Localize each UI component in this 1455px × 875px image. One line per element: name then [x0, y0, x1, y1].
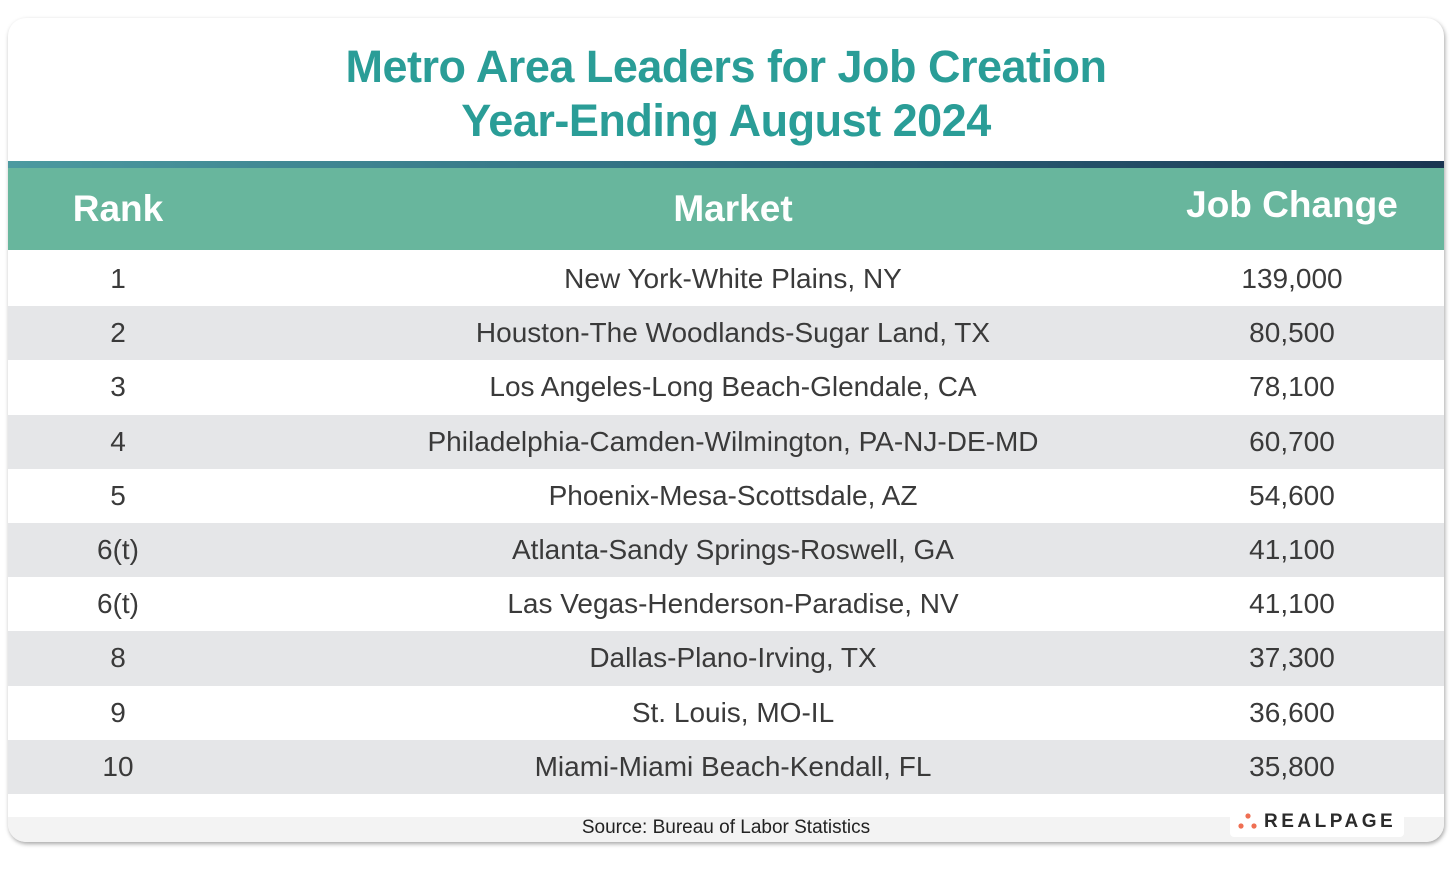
- market-cell: Philadelphia-Camden-Wilmington, PA-NJ-DE…: [427, 425, 1039, 457]
- job-change-cell: 41,100: [1249, 534, 1335, 566]
- table-row: 6(t) Atlanta-Sandy Springs-Roswell, GA 41,…: [8, 522, 1444, 578]
- source-note: Source: Bureau of Labor Statistics: [581, 817, 871, 838]
- logo-text: REALPAGE: [1264, 811, 1397, 832]
- job-change-cell: 54,600: [1249, 479, 1335, 511]
- table-card: Metro Area Leaders for Job Creation Year…: [8, 18, 1444, 842]
- rank-cell: 5: [110, 479, 126, 511]
- market-cell: Miami-Miami Beach-Kendall, FL: [534, 750, 932, 782]
- realpage-logo: REALPAGE: [1230, 805, 1404, 837]
- market-cell: Las Vegas-Henderson-Paradise, NV: [507, 588, 959, 620]
- rank-cell: 4: [110, 425, 126, 457]
- job-change-cell: 78,100: [1249, 371, 1335, 403]
- job-change-cell: 139,000: [1241, 263, 1343, 295]
- job-change-cell: 37,300: [1249, 642, 1335, 674]
- job-change-cell: 60,700: [1249, 425, 1335, 457]
- market-cell: Dallas-Plano-Irving, TX: [589, 642, 877, 674]
- market-cell: Phoenix-Mesa-Scottsdale, AZ: [548, 479, 918, 511]
- market-cell: New York-White Plains, NY: [564, 263, 902, 295]
- rank-cell: 6(t): [97, 534, 139, 566]
- table-row: 8 Dallas-Plano-Irving, TX 37,300: [8, 631, 1444, 686]
- job-change-cell: 36,600: [1249, 696, 1335, 728]
- title-line-2: Year-Ending August 2024: [461, 95, 991, 146]
- rank-cell: 6(t): [97, 588, 139, 620]
- footer: [8, 817, 1444, 842]
- job-change-cell: 35,800: [1249, 750, 1335, 782]
- header-job-change: Job Change: [1186, 183, 1398, 225]
- market-cell: St. Louis, MO-IL: [631, 696, 835, 728]
- market-cell: Houston-The Woodlands-Sugar Land, TX: [475, 317, 991, 349]
- table-row: 9 St. Louis, MO-IL 36,600: [8, 686, 1444, 740]
- gradient-divider: [8, 161, 1444, 168]
- rank-cell: 1: [110, 263, 126, 295]
- job-change-cell: 41,100: [1249, 588, 1335, 620]
- job-change-cell: 80,500: [1249, 317, 1335, 349]
- rank-cell: 9: [110, 696, 126, 728]
- table-row: 1 New York-White Plains, NY 139,000: [8, 252, 1444, 306]
- table-row: 5 Phoenix-Mesa-Scottsdale, AZ 54,600: [8, 469, 1444, 523]
- rank-cell: 2: [110, 317, 126, 349]
- table-row: 4 Philadelphia-Camden-Wilmington, PA-NJ-D…: [8, 414, 1444, 469]
- header-market: Market: [673, 188, 793, 229]
- table-header: Rank Market Job Change: [8, 168, 1444, 250]
- title-line-1: Metro Area Leaders for Job Creation: [345, 41, 1107, 92]
- header-rank: Rank: [72, 188, 164, 229]
- table-body: 1 New York-White Plains, NY 139,000 2 Housto…: [8, 252, 1444, 794]
- logo-dots-icon: [1238, 813, 1257, 829]
- rank-cell: 3: [110, 371, 126, 403]
- chart-title: Metro Area Leaders for Job Creation Year…: [8, 40, 1444, 148]
- table-row: 2 Houston-The Woodlands-Sugar Land, TX 80,…: [8, 306, 1444, 361]
- rank-cell: 10: [102, 750, 134, 782]
- table-row: 3 Los Angeles-Long Beach-Glendale, CA 78,1…: [8, 360, 1444, 414]
- table-row: 6(t) Las Vegas-Henderson-Paradise, NV 41,1…: [8, 577, 1444, 631]
- market-cell: Atlanta-Sandy Springs-Roswell, GA: [512, 534, 954, 566]
- rank-cell: 8: [110, 642, 126, 674]
- market-cell: Los Angeles-Long Beach-Glendale, CA: [489, 371, 977, 403]
- table-row: 10 Miami-Miami Beach-Kendall, FL 35,800: [8, 739, 1444, 794]
